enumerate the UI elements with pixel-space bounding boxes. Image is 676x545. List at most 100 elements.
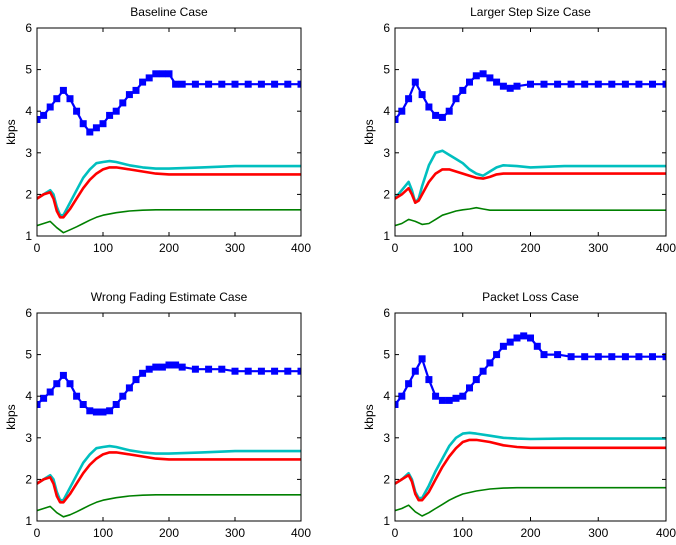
data-point xyxy=(40,111,48,119)
y-tick-label: 2 xyxy=(383,187,390,201)
data-point xyxy=(567,80,575,88)
y-tick-label: 3 xyxy=(383,431,390,445)
data-point xyxy=(438,396,446,404)
data-point xyxy=(472,72,480,80)
data-point xyxy=(178,80,186,88)
data-point xyxy=(139,369,147,377)
y-tick-label: 2 xyxy=(25,187,32,201)
chart-panel-4: 0 100 200 300 400 1 2 3 4 5 6 Packet Loss Case kbps xyxy=(362,290,676,540)
data-point xyxy=(271,80,279,88)
y-tick-label: 2 xyxy=(25,472,32,486)
plot-area xyxy=(395,70,666,227)
x-tick-label: 200 xyxy=(520,241,540,255)
y-tick-label: 1 xyxy=(383,229,390,243)
data-point xyxy=(205,365,213,373)
y-axis-label: kbps xyxy=(4,404,18,429)
data-point xyxy=(132,376,140,384)
data-point xyxy=(438,113,446,121)
y-tick-label: 4 xyxy=(25,104,32,118)
data-point xyxy=(540,351,548,359)
data-point xyxy=(662,353,666,361)
data-point xyxy=(158,70,166,78)
data-point xyxy=(445,396,453,404)
y-axis-label: kbps xyxy=(4,119,18,144)
y-tick-label: 6 xyxy=(383,306,390,320)
data-point xyxy=(398,107,406,115)
data-point xyxy=(493,78,501,86)
data-point xyxy=(79,401,87,408)
data-point xyxy=(486,359,494,367)
x-tick-label: 200 xyxy=(159,526,179,540)
data-point xyxy=(506,338,514,346)
data-point xyxy=(635,80,643,88)
data-point xyxy=(53,380,61,388)
data-point xyxy=(520,332,528,340)
data-point xyxy=(445,107,453,115)
data-point xyxy=(432,392,440,400)
data-point xyxy=(649,353,656,361)
data-point xyxy=(418,355,426,363)
data-point xyxy=(581,353,589,361)
data-point xyxy=(432,111,440,119)
y-tick-label: 5 xyxy=(25,348,32,362)
chart-title: Baseline Case xyxy=(130,5,208,19)
data-point xyxy=(418,91,426,99)
data-point xyxy=(257,367,265,375)
data-point xyxy=(257,80,265,88)
data-point xyxy=(46,103,54,111)
data-point xyxy=(284,367,292,375)
data-point xyxy=(499,82,507,90)
data-point xyxy=(125,384,133,392)
x-tick-label: 0 xyxy=(392,241,399,255)
y-tick-label: 6 xyxy=(383,21,390,35)
data-point xyxy=(86,128,94,136)
axes-box xyxy=(394,312,667,522)
data-point xyxy=(527,80,534,88)
data-point xyxy=(112,401,120,408)
chart-panel-2: 0 100 200 300 400 1 2 3 4 5 6 Larger Step Size Case… xyxy=(362,5,676,255)
data-point xyxy=(479,70,487,78)
data-point xyxy=(662,80,666,88)
data-point xyxy=(191,365,199,373)
data-point xyxy=(554,351,562,359)
y-axis-label: kbps xyxy=(362,119,376,144)
y-tick-label: 6 xyxy=(25,306,32,320)
data-point xyxy=(297,80,301,88)
red-series-line xyxy=(395,168,666,204)
data-point xyxy=(567,353,575,361)
data-point xyxy=(425,376,433,384)
data-point xyxy=(66,95,74,103)
plot-area xyxy=(395,332,666,517)
data-point xyxy=(119,99,127,107)
chart-title: Larger Step Size Case xyxy=(470,5,591,19)
x-tick-label: 0 xyxy=(392,526,399,540)
data-point xyxy=(513,334,521,342)
data-point xyxy=(479,367,487,375)
data-point xyxy=(594,80,602,88)
data-point xyxy=(79,120,87,128)
data-point xyxy=(158,363,166,371)
x-tick-label: 300 xyxy=(588,241,608,255)
x-tick-label: 400 xyxy=(656,526,676,540)
data-point xyxy=(73,392,81,400)
data-point xyxy=(425,103,433,111)
data-point xyxy=(398,392,406,400)
red-series-line xyxy=(37,166,301,219)
cyan-series-line xyxy=(37,444,301,502)
data-point xyxy=(53,95,61,103)
data-point xyxy=(139,78,147,86)
red-series-line xyxy=(395,438,666,502)
y-tick-label: 3 xyxy=(25,146,32,160)
y-tick-label: 5 xyxy=(383,63,390,77)
cyan-series-line xyxy=(395,149,666,204)
y-tick-label: 3 xyxy=(25,431,32,445)
data-point xyxy=(486,74,494,82)
data-point xyxy=(513,82,521,90)
data-point xyxy=(608,353,616,361)
x-tick-label: 400 xyxy=(291,241,311,255)
y-tick-label: 6 xyxy=(25,21,32,35)
y-tick-label: 1 xyxy=(383,514,390,528)
data-point xyxy=(459,392,467,400)
data-point xyxy=(218,365,226,373)
